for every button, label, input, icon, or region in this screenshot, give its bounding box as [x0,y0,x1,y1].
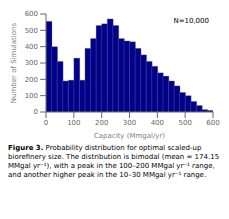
svg-text:0: 0 [34,108,38,116]
html-text:N=10,000: N=10,000 [173,17,209,25]
svg-text:600: 600 [25,10,38,18]
svg-text:400: 400 [151,119,164,127]
svg-text:600: 600 [206,119,219,127]
svg-text:100: 100 [25,92,38,100]
html-text:Figure 3. Probability distribu: Figure 3. Probability distribution for o… [8,144,220,179]
svg-text:100: 100 [67,119,80,127]
svg-text:300: 300 [123,119,136,127]
svg-text:0: 0 [44,119,48,127]
svg-text:200: 200 [95,119,108,127]
svg-text:Capacity (Mmgal/yr): Capacity (Mmgal/yr) [94,132,165,140]
svg-text:400: 400 [25,43,38,51]
svg-text:300: 300 [25,59,38,67]
svg-text:500: 500 [178,119,191,127]
svg-text:Number of Simulations: Number of Simulations [10,23,18,104]
svg-text:500: 500 [25,27,38,35]
svg-text:200: 200 [25,76,38,84]
